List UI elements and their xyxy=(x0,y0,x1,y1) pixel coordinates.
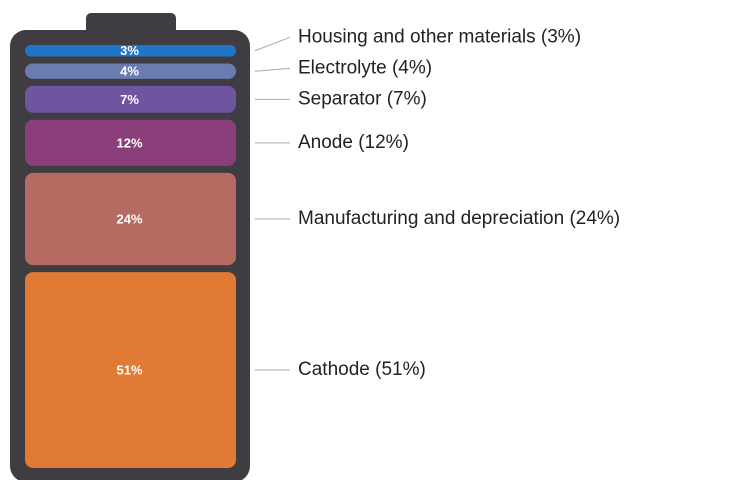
legend-label: Manufacturing and depreciation (24%) xyxy=(298,208,620,229)
connector xyxy=(254,67,291,72)
connector xyxy=(254,36,291,52)
legend-label: Anode (12%) xyxy=(298,132,409,153)
segment xyxy=(25,119,236,166)
segment xyxy=(25,172,236,266)
segment-label: 51% xyxy=(116,362,142,377)
segment-label: 4% xyxy=(120,64,139,79)
segment-label: 7% xyxy=(120,92,139,107)
legend-label: Separator (7%) xyxy=(298,88,427,109)
legend-label: Cathode (51%) xyxy=(298,359,426,380)
segment-label: 24% xyxy=(116,211,142,226)
segment xyxy=(25,85,236,113)
legend-label: Housing and other materials (3%) xyxy=(298,26,581,47)
segment-label: 12% xyxy=(116,135,142,150)
segment-label: 3% xyxy=(120,43,139,58)
segment xyxy=(25,63,236,79)
legend-label: Electrolyte (4%) xyxy=(298,57,432,78)
segment xyxy=(25,45,236,57)
segment xyxy=(25,272,236,468)
